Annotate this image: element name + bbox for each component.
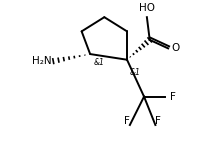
Text: &1: &1 [130,68,140,77]
Text: H₂N: H₂N [31,56,51,66]
Text: F: F [155,116,161,126]
Text: F: F [170,92,175,102]
Text: F: F [124,116,130,126]
Text: &1: &1 [94,58,104,67]
Text: O: O [172,43,180,53]
Text: HO: HO [139,3,155,13]
